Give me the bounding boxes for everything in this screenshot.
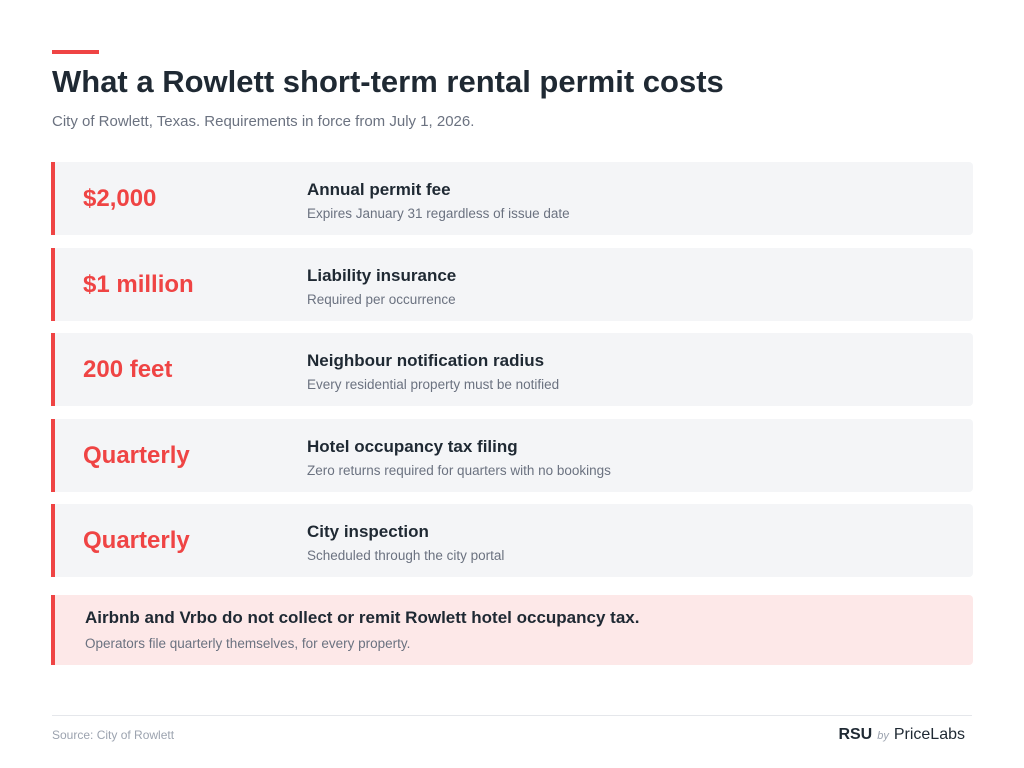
brand-logo: RSU by PriceLabs (838, 726, 965, 744)
card-value: Quarterly (83, 441, 190, 469)
card-description: Every residential property must be notif… (307, 377, 560, 392)
title-accent-bar (52, 50, 99, 54)
card-label: Liability insurance (307, 265, 457, 285)
card-description: Expires January 31 regardless of issue d… (307, 206, 570, 221)
card-label: Hotel occupancy tax filing (307, 436, 518, 456)
source-note: Source: City of Rowlett (52, 728, 175, 742)
card-label: Neighbour notification radius (307, 351, 545, 370)
cost-card-liability-insurance: $1 million Liability insurance Required … (51, 247, 973, 321)
callout-description: Operators file quarterly themselves, for… (85, 636, 411, 651)
card-description: Required per occurrence (307, 291, 456, 307)
cost-cards: $2,000 Annual permit fee Expires January… (51, 162, 973, 590)
page-subtitle: City of Rowlett, Texas. Requirements in … (52, 113, 475, 130)
card-value: Quarterly (83, 527, 190, 554)
card-label: Annual permit fee (307, 180, 451, 199)
cost-card-city-inspection: Quarterly City inspection Scheduled thro… (51, 504, 973, 577)
cost-card-notification-radius: 200 feet Neighbour notification radius E… (51, 333, 973, 406)
callout-title: Airbnb and Vrbo do not collect or remit … (85, 608, 640, 627)
brand-rsu: RSU (838, 726, 873, 743)
tax-callout: Airbnb and Vrbo do not collect or remit … (51, 595, 973, 665)
card-value: $2,000 (83, 185, 157, 212)
card-value: 200 feet (83, 356, 173, 383)
cost-card-permit-fee: $2,000 Annual permit fee Expires January… (51, 162, 973, 235)
card-label: City inspection (307, 522, 429, 541)
footer-divider (52, 715, 972, 716)
page-title: What a Rowlett short-term rental permit … (52, 64, 724, 99)
card-value: $1 million (83, 270, 194, 298)
card-description: Zero returns required for quarters with … (307, 462, 611, 478)
card-description: Scheduled through the city portal (307, 548, 505, 563)
brand-pricelabs: PriceLabs (893, 726, 965, 743)
brand-by: by (877, 730, 889, 742)
cost-card-tax-filing: Quarterly Hotel occupancy tax filing Zer… (51, 418, 973, 492)
